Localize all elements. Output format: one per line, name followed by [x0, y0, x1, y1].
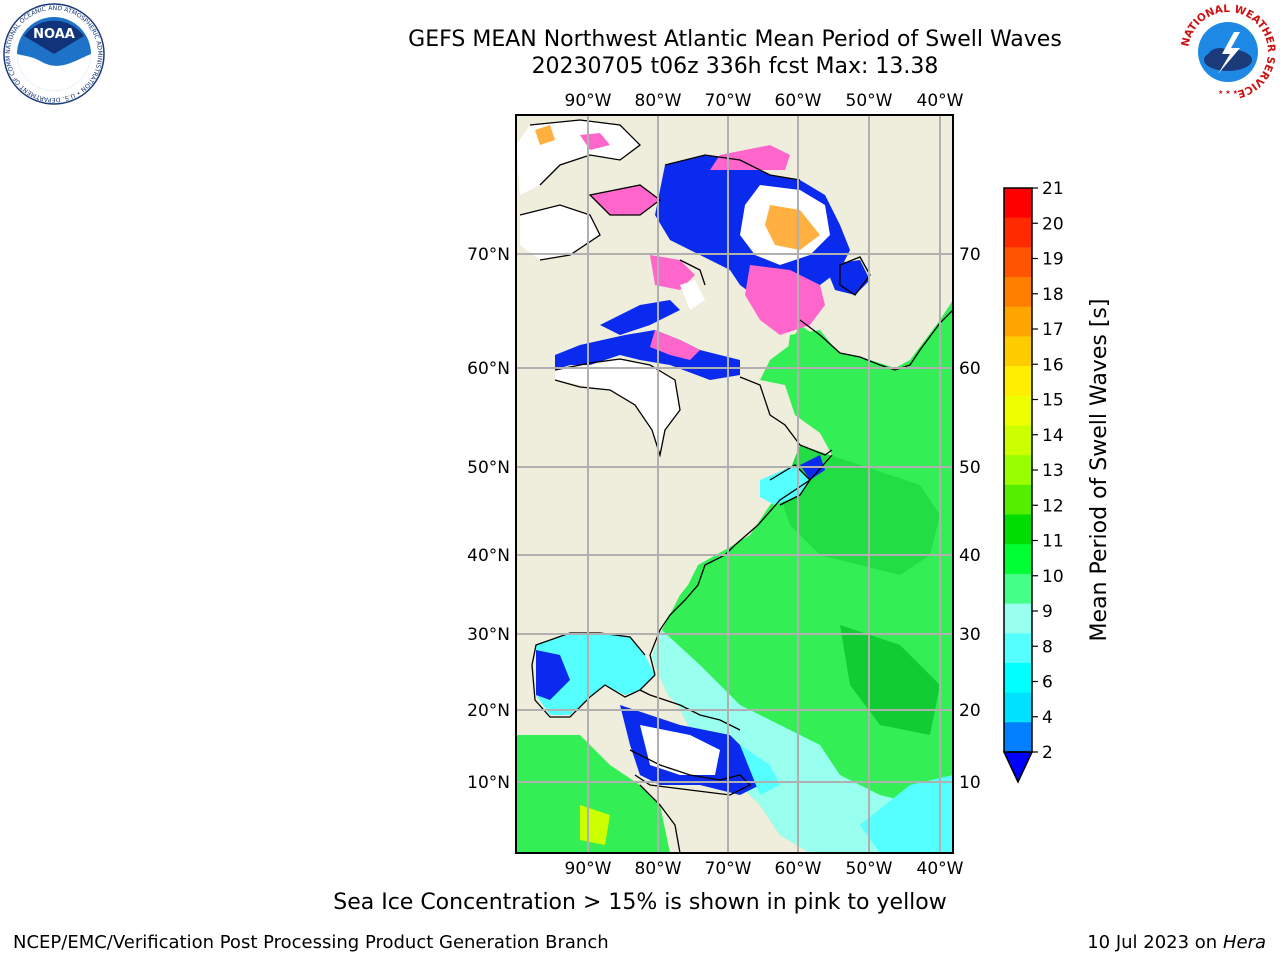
colorbar-tick-label: 18	[1042, 285, 1064, 305]
colorbar-tick-label: 13	[1042, 461, 1064, 481]
colorbar-tick-label: 16	[1042, 355, 1064, 375]
colorbar-segment	[1004, 573, 1032, 605]
colorbar-extend-arrow	[1002, 751, 1034, 784]
lon-label-top: 50°W	[846, 91, 893, 111]
colorbar-tick-label: 2	[1042, 743, 1053, 763]
lat-label-left: 10°N	[467, 773, 510, 793]
colorbar-tick-label: 11	[1042, 532, 1064, 552]
svg-text:★ ★ ★: ★ ★ ★	[1218, 89, 1238, 96]
colorbar-segment	[1004, 603, 1032, 634]
colorbar-tick-label: 17	[1042, 320, 1064, 340]
footer-date: 10 Jul 2023 on Hera	[1087, 932, 1266, 953]
lon-label-bottom: 50°W	[846, 859, 893, 875]
colorbar-segment	[1004, 247, 1032, 278]
noaa-logo: NATIONAL OCEANIC AND ATMOSPHERIC ADMINIS…	[2, 2, 105, 105]
footer-date-text: 10 Jul 2023 on	[1087, 932, 1223, 953]
colorbar-segment	[1004, 544, 1032, 575]
colorbar-tick-label: 12	[1042, 496, 1064, 516]
colorbar-tick-label: 20	[1042, 214, 1064, 234]
colorbar-segment	[1004, 455, 1032, 486]
chart-title: GEFS MEAN Northwest Atlantic Mean Period…	[408, 27, 1062, 52]
colorbar-segment	[1004, 217, 1032, 248]
colorbar-tick-label: 10	[1042, 567, 1064, 587]
lat-label-left: 30°N	[467, 625, 510, 645]
lat-label-right: 30°N	[959, 625, 980, 645]
lat-label-right: 20°N	[959, 701, 980, 721]
lat-label-left: 20°N	[467, 701, 510, 721]
colorbar-segment	[1004, 306, 1032, 337]
colorbar-segment	[1004, 336, 1032, 367]
lat-label-right: 10°N	[959, 773, 980, 793]
lat-label-left: 70°N	[467, 245, 510, 265]
colorbar-segment	[1004, 484, 1032, 516]
lat-label-left: 50°N	[467, 458, 510, 478]
lon-label-top: 40°W	[917, 91, 964, 111]
colorbar-tick-label: 4	[1042, 708, 1053, 728]
colorbar-segment	[1004, 277, 1032, 308]
colorbar-tick-label: 19	[1042, 250, 1064, 270]
lat-label-right: 40°N	[959, 546, 980, 566]
colorbar-tick-label: 8	[1042, 637, 1053, 657]
colorbar-segment	[1004, 692, 1032, 723]
lat-label-right: 60°N	[959, 359, 980, 379]
lat-label-right: 70°N	[959, 245, 980, 265]
colorbar-tick-label: 9	[1042, 602, 1053, 622]
lat-label-right: 50°N	[959, 458, 980, 478]
lon-label-bottom: 60°W	[775, 859, 822, 875]
map-frame	[515, 114, 954, 854]
colorbar-segment	[1004, 514, 1032, 545]
nws-logo: NATIONAL WEATHER SERVICE ★ ★ ★	[1179, 3, 1277, 100]
chart-subtitle-date: 20230705 t06z 336h fcst Max: 13.38	[531, 54, 939, 79]
lon-label-top: 90°W	[565, 91, 612, 111]
noaa-logo-text: NOAA	[33, 27, 75, 42]
colorbar-segment	[1004, 425, 1032, 456]
colorbar-segment	[1004, 188, 1032, 219]
colorbar-label: Mean Period of Swell Waves [s]	[1087, 299, 1112, 642]
colorbar-segment	[1004, 722, 1032, 753]
footer-machine: Hera	[1222, 932, 1266, 953]
lon-label-bottom: 90°W	[565, 859, 612, 875]
colorbar-tick-label: 15	[1042, 391, 1064, 411]
lon-label-bottom: 70°W	[705, 859, 752, 875]
colorbar-tick-label: 6	[1042, 673, 1053, 693]
footer-branch: NCEP/EMC/Verification Post Processing Pr…	[13, 932, 609, 953]
colorbar-segment	[1004, 366, 1032, 397]
colorbar-tick-label: 14	[1042, 426, 1064, 446]
colorbar-segment	[1004, 662, 1032, 694]
lon-label-top: 70°W	[705, 91, 752, 111]
lon-label-top: 60°W	[775, 91, 822, 111]
sea-ice-note: Sea Ice Concentration > 15% is shown in …	[333, 890, 947, 915]
colorbar: 21 20 19 18 17 16 15 14 13 12 11 10 9 8 6 4 2 Mean Perio…	[1002, 180, 1112, 784]
colorbar-segment	[1004, 633, 1032, 664]
map-panel: 90°W 80°W 70°W 60°W 50°W 40°W 90°W 80°W …	[467, 91, 980, 875]
lat-label-left: 60°N	[467, 359, 510, 379]
lon-label-bottom: 80°W	[635, 859, 682, 875]
lat-label-left: 40°N	[467, 546, 510, 566]
lon-label-top: 80°W	[635, 91, 682, 111]
lon-label-bottom: 40°W	[917, 859, 964, 875]
graticule	[516, 115, 953, 853]
colorbar-tick-label: 21	[1042, 180, 1064, 199]
colorbar-segment	[1004, 395, 1032, 426]
